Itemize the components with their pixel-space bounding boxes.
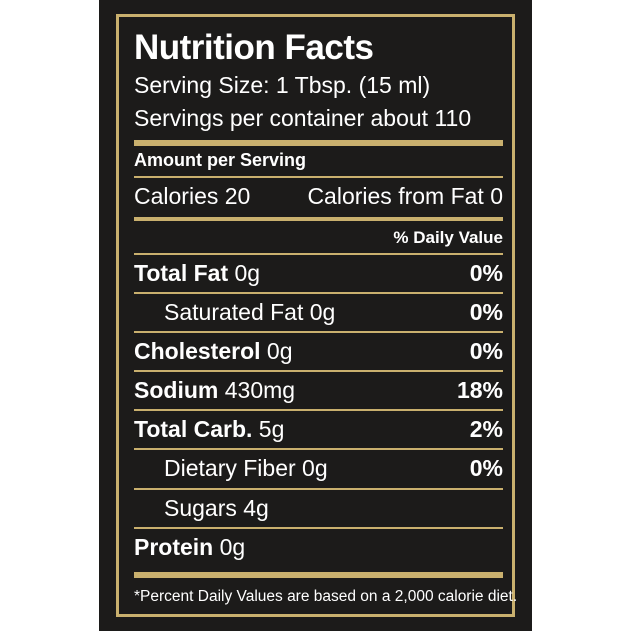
nutrient-row: Dietary Fiber 0g 0% xyxy=(134,451,503,486)
gold-frame xyxy=(116,14,515,617)
calories-from-fat: Calories from Fat 0 xyxy=(307,183,503,209)
nutrient-name: Cholesterol 0g xyxy=(134,338,293,364)
nutrient-percent: 0% xyxy=(469,260,503,286)
divider xyxy=(134,331,503,333)
divider-thick xyxy=(134,140,503,146)
divider xyxy=(134,176,503,178)
divider xyxy=(134,448,503,450)
footnote: *Percent Daily Values are based on a 2,0… xyxy=(134,588,518,605)
amount-per-serving: Amount per Serving xyxy=(134,150,307,170)
serving-size: Serving Size: 1 Tbsp. (15 ml) xyxy=(134,72,431,98)
nutrient-row: Total Carb. 5g 2% xyxy=(134,412,503,447)
nutrient-percent: 2% xyxy=(469,416,503,442)
nutrient-name: Total Carb. 5g xyxy=(134,416,285,442)
nutrient-row: Saturated Fat 0g 0% xyxy=(134,295,503,330)
label-content: Nutrition Facts Serving Size: 1 Tbsp. (1… xyxy=(134,0,518,631)
nutrient-name: Sodium 430mg xyxy=(134,377,296,403)
nutrition-label: Nutrition Facts Serving Size: 1 Tbsp. (1… xyxy=(99,0,532,631)
divider xyxy=(134,370,503,372)
servings-per-container: Servings per container about 110 xyxy=(134,105,472,131)
nutrient-percent: 0% xyxy=(469,338,503,364)
calories: Calories 20 xyxy=(134,183,251,209)
nutrient-row: Protein 0g xyxy=(134,530,503,565)
divider xyxy=(134,292,503,294)
nutrient-name: Protein 0g xyxy=(134,534,246,560)
nutrient-percent: 0% xyxy=(469,455,503,481)
divider-medium xyxy=(134,217,503,221)
nutrient-name: Sugars 4g xyxy=(164,495,269,521)
nutrient-row: Sugars 4g xyxy=(134,491,503,526)
divider xyxy=(134,409,503,411)
label-title: Nutrition Facts xyxy=(134,28,374,67)
nutrient-row: Total Fat 0g 0% xyxy=(134,256,503,291)
divider xyxy=(134,527,503,529)
daily-value-header: % Daily Value xyxy=(393,228,503,247)
nutrient-row: Cholesterol 0g 0% xyxy=(134,334,503,369)
nutrient-row: Sodium 430mg 18% xyxy=(134,373,503,408)
nutrient-name: Total Fat 0g xyxy=(134,260,261,286)
nutrient-percent: 18% xyxy=(456,377,503,403)
calories-row: Calories 20 Calories from Fat 0 xyxy=(134,183,503,210)
nutrient-name: Saturated Fat 0g xyxy=(164,299,336,325)
divider xyxy=(134,488,503,490)
divider-thick xyxy=(134,572,503,578)
nutrient-name: Dietary Fiber 0g xyxy=(164,455,328,481)
nutrient-percent: 0% xyxy=(469,299,503,325)
divider xyxy=(134,253,503,255)
